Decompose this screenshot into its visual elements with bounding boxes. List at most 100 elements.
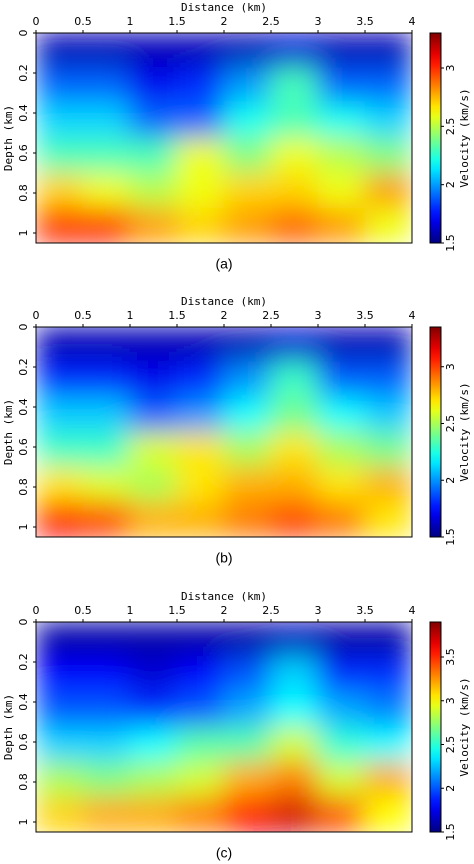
heatmap-cell xyxy=(270,796,319,832)
heatmap-cell xyxy=(129,67,178,104)
heatmap-cell xyxy=(129,466,178,503)
heatmap-cell xyxy=(270,501,319,537)
heatmap-cell xyxy=(176,396,225,433)
y-tick-label: 0.4 xyxy=(17,693,30,711)
heatmap-cell xyxy=(364,137,412,174)
heatmap-cell xyxy=(36,656,84,693)
heatmap-cell xyxy=(129,726,178,763)
heatmap-cell xyxy=(270,102,319,139)
heatmap-cell xyxy=(176,361,225,398)
heatmap-cell xyxy=(129,656,178,693)
heatmap-cell xyxy=(223,172,272,209)
heatmap-cell xyxy=(129,137,178,174)
heatmap-cell xyxy=(223,431,272,468)
x-tick-label: 2 xyxy=(221,15,228,28)
heatmap-cell xyxy=(176,102,225,139)
heatmap-cell xyxy=(176,691,225,728)
heatmap-cell xyxy=(82,396,131,433)
heatmap-cell xyxy=(317,172,366,209)
y-tick-label: 0.2 xyxy=(17,358,30,376)
x-tick-label: 0.5 xyxy=(74,604,92,617)
y-tick-label: 0.6 xyxy=(17,733,30,751)
y-tick-label: 0.6 xyxy=(17,144,30,162)
heatmap-cell xyxy=(129,501,178,537)
heatmap-cell xyxy=(129,207,178,243)
heatmap-cell xyxy=(176,172,225,209)
panel-caption: (c) xyxy=(216,845,232,861)
heatmap-cell xyxy=(317,361,366,398)
heatmap-cell xyxy=(364,67,412,104)
x-tick-label: 1.5 xyxy=(168,604,186,617)
x-tick-label: 1.5 xyxy=(168,309,186,322)
colorbar-tick-label: 1.5 xyxy=(444,823,457,841)
heatmap-cell xyxy=(223,137,272,174)
heatmap-cell xyxy=(129,396,178,433)
heatmap-cell xyxy=(82,207,131,243)
heatmap-cell xyxy=(176,327,225,363)
colorbar-tick-label: 1.5 xyxy=(444,234,457,252)
heatmap-cell xyxy=(270,361,319,398)
x-tick-label: 1 xyxy=(127,604,134,617)
heatmap-cell xyxy=(317,327,366,363)
heatmap-cell xyxy=(82,33,131,69)
heatmap-cell xyxy=(317,137,366,174)
heatmap-cell xyxy=(129,622,178,658)
heatmap-cell xyxy=(270,172,319,209)
y-axis-title: Depth (km) xyxy=(2,694,15,760)
heatmap-cell xyxy=(223,361,272,398)
heatmap-cell xyxy=(82,67,131,104)
colorbar xyxy=(429,326,442,538)
colorbar-tick-label: 3 xyxy=(444,697,457,704)
heatmap-cell xyxy=(36,501,84,537)
heatmap-cell xyxy=(36,691,84,728)
heatmap-cell xyxy=(317,466,366,503)
x-tick-label: 0 xyxy=(33,309,40,322)
heatmap xyxy=(36,622,412,832)
x-tick-label: 2.5 xyxy=(262,15,280,28)
heatmap-cell xyxy=(270,327,319,363)
heatmap-cell xyxy=(176,431,225,468)
heatmap-cell xyxy=(82,726,131,763)
heatmap-cell xyxy=(176,33,225,69)
heatmap-cell xyxy=(129,691,178,728)
heatmap-cell xyxy=(317,396,366,433)
heatmap-cell xyxy=(176,207,225,243)
heatmap-cell xyxy=(82,796,131,832)
heatmap-cell xyxy=(36,466,84,503)
y-tick-label: 0 xyxy=(17,324,30,331)
colorbar-tick-label: 2 xyxy=(444,785,457,792)
heatmap-cell xyxy=(36,361,84,398)
heatmap-cell xyxy=(270,137,319,174)
heatmap-cell xyxy=(317,656,366,693)
heatmap-cell xyxy=(317,761,366,798)
x-tick-label: 2.5 xyxy=(262,309,280,322)
heatmap-cell xyxy=(364,466,412,503)
heatmap-cell xyxy=(36,327,84,363)
heatmap-cell xyxy=(82,431,131,468)
x-tick-label: 3 xyxy=(315,309,322,322)
colorbar-tick-label: 3 xyxy=(444,65,457,72)
heatmap-cell xyxy=(36,761,84,798)
heatmap-cell xyxy=(223,396,272,433)
y-tick-label: 0.8 xyxy=(17,478,30,496)
y-axis-title: Depth (km) xyxy=(2,105,15,171)
heatmap-cell xyxy=(364,33,412,69)
heatmap-cell xyxy=(82,137,131,174)
heatmap-cell xyxy=(270,67,319,104)
heatmap-cell xyxy=(82,102,131,139)
heatmap-cell xyxy=(36,137,84,174)
panel: 0 0.5 1 1.5 2 2.5 3 3.5 4 Distance (km) 0 0.2 0.4 0.6… xyxy=(2,1,471,272)
heatmap-cell xyxy=(176,656,225,693)
heatmap-cell xyxy=(223,761,272,798)
heatmap-cell xyxy=(36,726,84,763)
heatmap-cell xyxy=(364,761,412,798)
heatmap-cell xyxy=(317,33,366,69)
x-tick-label: 3 xyxy=(315,604,322,617)
heatmap-cell xyxy=(270,691,319,728)
x-tick-label: 0 xyxy=(33,15,40,28)
heatmap-cell xyxy=(129,431,178,468)
y-tick-label: 0.2 xyxy=(17,64,30,82)
heatmap-cell xyxy=(223,501,272,537)
heatmap-cell xyxy=(129,361,178,398)
heatmap-cell xyxy=(270,207,319,243)
